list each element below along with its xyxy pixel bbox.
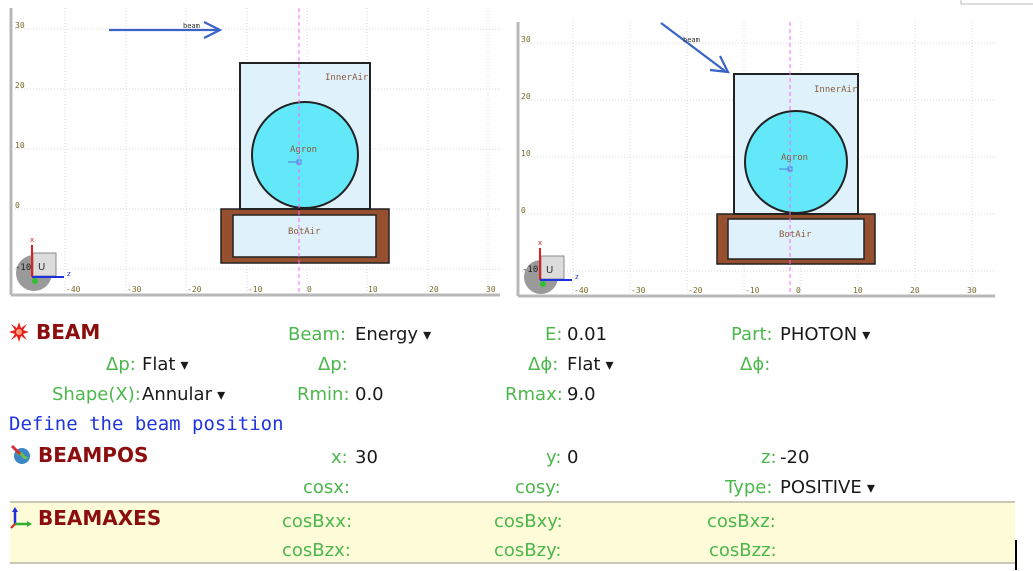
energy-label: E: <box>545 324 563 345</box>
svg-text:U: U <box>38 262 45 273</box>
dphi-dist-select[interactable]: Flat <box>567 354 614 375</box>
svg-text:30: 30 <box>967 286 977 295</box>
svg-text:beam: beam <box>183 22 200 30</box>
dp-dist-select[interactable]: Flat <box>142 354 189 375</box>
y-tick: 10 <box>15 141 25 150</box>
orientation-gizmo[interactable]: U -10 x z <box>15 236 71 291</box>
beam-type-label: Beam: <box>288 324 347 345</box>
svg-text:Agron: Agron <box>781 153 808 163</box>
particle-select[interactable]: PHOTON <box>780 324 870 345</box>
comment-line[interactable]: Define the beam position <box>9 413 284 435</box>
card-beamaxes-title[interactable]: BEAMAXES <box>10 506 161 530</box>
pos-x-label: x: <box>331 447 348 468</box>
beam-arrow <box>660 22 726 72</box>
dphi-value-label: Δϕ: <box>740 354 771 375</box>
pos-x-field[interactable]: 30 <box>355 447 378 468</box>
svg-text:20: 20 <box>910 286 920 295</box>
cosBxy-label: cosBxy: <box>494 511 563 532</box>
y-tick: 0 <box>15 201 20 210</box>
type-select[interactable]: POSITIVE <box>780 477 875 498</box>
orientation-gizmo[interactable]: U -10 x z <box>522 239 579 294</box>
globe-arrow-icon <box>10 444 30 464</box>
viewport-right[interactable]: 30 20 10 0 -40 -30 -20 -10 0 10 20 30 BotAir In… <box>515 0 1033 300</box>
svg-text:-10: -10 <box>522 265 538 275</box>
region-botair <box>232 214 377 258</box>
svg-text:z: z <box>67 270 71 278</box>
svg-text:x: x <box>30 236 34 244</box>
cosBxx-label: cosBxx: <box>282 511 353 532</box>
region-argon <box>251 101 359 209</box>
svg-text:InnerAir: InnerAir <box>325 73 369 83</box>
dphi-dist-label: Δϕ: <box>528 354 559 375</box>
rmin-field[interactable]: 0.0 <box>355 384 384 405</box>
cosBzz-label: cosBzz: <box>709 540 777 561</box>
card-beam-title[interactable]: BEAM <box>8 320 100 344</box>
energy-field[interactable]: 0.01 <box>567 324 608 345</box>
dp-dist-label: Δp: <box>106 354 136 375</box>
svg-text:x: x <box>538 239 542 247</box>
burst-icon <box>9 322 29 342</box>
particle-label: Part: <box>731 324 773 345</box>
type-label: Type: <box>725 477 773 498</box>
card-beamaxes[interactable] <box>10 501 1015 564</box>
card-beampos-title[interactable]: BEAMPOS <box>10 443 148 467</box>
svg-text:Agron: Agron <box>290 145 317 155</box>
rmax-label: Rmax: <box>505 384 563 405</box>
svg-text:10: 10 <box>521 149 531 158</box>
svg-text:-30: -30 <box>127 285 142 294</box>
viewport-left[interactable]: 30 20 10 0 -40 -30 -20 -10 0 10 20 30 BotAir … <box>0 0 505 300</box>
y-tick: 30 <box>15 21 25 30</box>
shape-select[interactable]: Annular <box>142 384 225 405</box>
svg-text:-10: -10 <box>15 263 31 273</box>
svg-text:20: 20 <box>429 285 439 294</box>
pos-z-field[interactable]: -20 <box>780 447 810 468</box>
svg-text:beam: beam <box>683 36 700 44</box>
svg-text:-10: -10 <box>248 285 263 294</box>
cosx-label: cosx: <box>303 477 351 498</box>
pos-z-label: z: <box>761 447 777 468</box>
cosBxz-label: cosBxz: <box>707 511 776 532</box>
svg-text:0: 0 <box>796 286 801 295</box>
svg-text:-20: -20 <box>187 285 202 294</box>
svg-text:-30: -30 <box>631 286 646 295</box>
svg-text:10: 10 <box>853 286 863 295</box>
y-tick: 20 <box>15 81 25 90</box>
svg-text:0: 0 <box>307 285 312 294</box>
svg-text:0: 0 <box>521 206 526 215</box>
svg-text:BotAir: BotAir <box>779 230 812 240</box>
geometry-plot-right[interactable]: 30 20 10 0 -40 -30 -20 -10 0 10 20 30 BotAir In… <box>515 0 1033 300</box>
axes-icon <box>10 507 32 529</box>
svg-text:-40: -40 <box>66 285 81 294</box>
geometry-plot-left[interactable]: 30 20 10 0 -40 -30 -20 -10 0 10 20 30 BotAir … <box>0 0 505 300</box>
cosBzy-label: cosBzy: <box>494 540 562 561</box>
text-cursor <box>1015 540 1017 570</box>
svg-text:BotAir: BotAir <box>288 227 321 237</box>
svg-text:InnerAir: InnerAir <box>814 85 858 95</box>
pos-y-label: y: <box>546 447 562 468</box>
shape-label: Shape(X): <box>52 384 141 405</box>
cosy-label: cosy: <box>515 477 561 498</box>
rmax-field[interactable]: 9.0 <box>567 384 596 405</box>
svg-text:30: 30 <box>521 35 531 44</box>
pos-y-field[interactable]: 0 <box>567 447 579 468</box>
svg-text:30: 30 <box>486 285 496 294</box>
svg-text:-40: -40 <box>574 286 589 295</box>
svg-text:z: z <box>575 273 579 281</box>
svg-text:-10: -10 <box>745 286 760 295</box>
input-cards: BEAM Beam: Energy E: 0.01 Part: PHOTON Δ… <box>0 315 1033 571</box>
svg-text:20: 20 <box>521 92 531 101</box>
rmin-label: Rmin: <box>297 384 350 405</box>
svg-text:10: 10 <box>368 285 378 294</box>
beam-type-select[interactable]: Energy <box>355 324 431 345</box>
cosBzx-label: cosBzx: <box>282 540 351 561</box>
svg-text:U: U <box>546 265 553 276</box>
dp-value-label: Δp: <box>318 354 348 375</box>
svg-text:-20: -20 <box>688 286 703 295</box>
